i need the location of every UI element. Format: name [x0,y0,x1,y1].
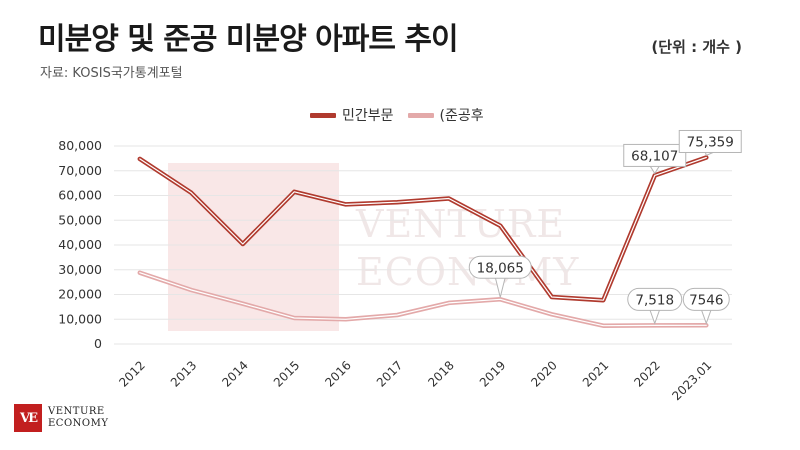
callout-box [678,129,742,153]
x-tick-label: 2013 [168,358,199,389]
legend-item-series-1: 민간부문 [310,105,394,125]
x-tick-label: 2021 [580,358,611,389]
watermark-logo-box [168,163,339,331]
legend-swatch-series-2 [407,112,434,118]
data-label: 7546 [689,292,723,308]
chart-legend: 민간부문 (준공후 [310,104,484,126]
data-label: 18,065 [477,260,524,276]
x-tick-label: 2020 [528,358,559,389]
watermark-text: VENTURE ECONOMY [356,200,656,296]
x-tick-label: 2023.01 [669,358,714,403]
x-tick-label: 2014 [219,358,250,389]
x-tick-label: 2016 [322,358,353,389]
y-tick-label: 80,000 [58,138,102,153]
legend-label-series-2: (준공후 [439,108,484,124]
series-1-line [137,155,709,303]
logo-text-line-1: VENTURE [48,406,105,417]
x-tick-label: 2022 [631,358,662,389]
y-tick-label: 60,000 [58,188,102,203]
data-label: 7,518 [635,292,674,308]
data-label: 75,359 [687,134,734,150]
callout-box [627,287,683,311]
series-1-line-inner [139,156,707,301]
y-tick-label: 0 [94,336,102,351]
x-tick-label: 2019 [477,358,508,389]
data-label: 68,107 [631,148,678,164]
callout-box [682,287,730,311]
source-note: 자료: KOSIS국가통계포털 [40,66,183,81]
watermark-line-1: VENTURE [356,202,566,246]
legend-item-series-2: (준공후 [407,105,484,125]
brand-logo: VE VENTURE ECONOMY [14,404,108,432]
logo-text: VENTURE ECONOMY [48,406,108,430]
x-tick-label: 2017 [374,358,405,389]
y-tick-label: 20,000 [58,287,102,302]
y-tick-label: 30,000 [58,262,102,277]
series-2-line-inner [139,272,707,327]
unit-label: (단위 : 개수 ) [651,38,742,56]
legend-label-series-1: 민간부문 [342,108,394,124]
callout-pointer [649,308,661,325]
callout-pointer [700,308,712,325]
legend-swatch-series-1 [310,112,336,118]
watermark-line-2: ECONOMY [356,250,580,294]
x-tick-label: 2015 [271,358,302,389]
logo-mark: VE [14,404,42,432]
callout-box [468,255,532,279]
chart-title: 미분양 및 준공 미분양 아파트 추이 [38,22,459,57]
y-tick-label: 10,000 [58,311,102,326]
y-tick-label: 50,000 [58,212,102,227]
y-tick-label: 40,000 [58,237,102,252]
x-tick-label: 2018 [425,358,456,389]
x-tick-label: 2012 [116,358,147,389]
callout-box [623,143,687,167]
y-tick-label: 70,000 [58,163,102,178]
logo-text-line-2: ECONOMY [48,418,109,429]
